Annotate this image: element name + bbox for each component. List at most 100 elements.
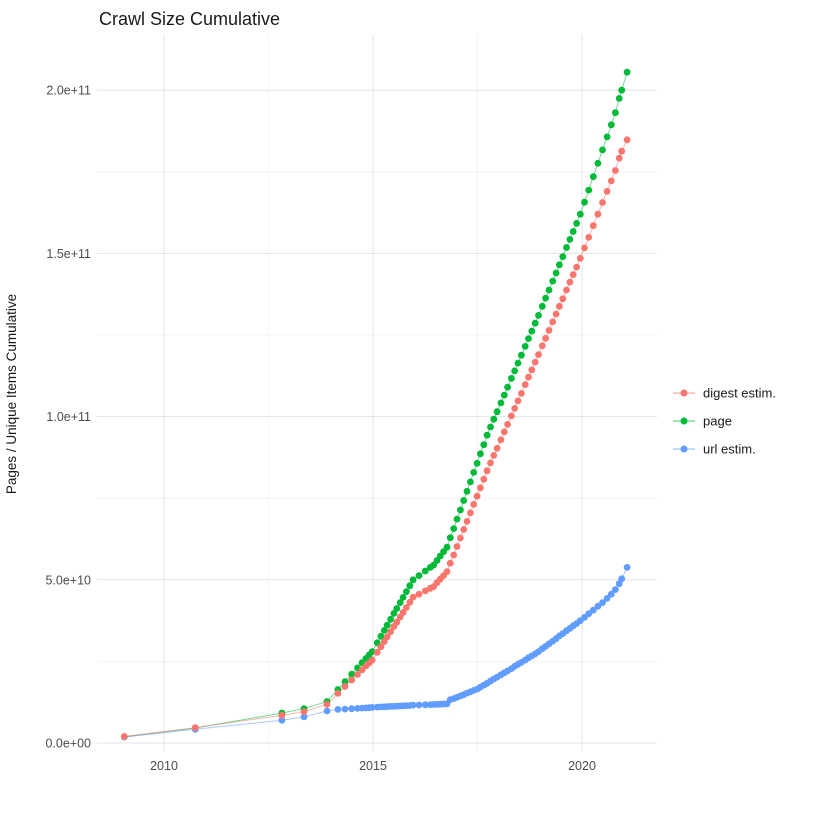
y-tick-label: 0.0e+00 (45, 737, 91, 751)
gridlines-major (97, 35, 657, 752)
data-point (323, 700, 331, 708)
data-point (563, 244, 570, 251)
data-point (446, 559, 454, 567)
data-point (487, 459, 494, 467)
data-point (377, 632, 385, 640)
data-point (300, 713, 308, 721)
data-point (473, 459, 481, 467)
x-axis-tick-labels: 2010 2015 2020 (150, 759, 596, 773)
data-point (399, 594, 407, 601)
data-point (508, 412, 515, 420)
data-point (528, 327, 536, 335)
data-point (518, 390, 525, 397)
data-point (594, 210, 602, 218)
data-point (473, 492, 481, 500)
series-points (120, 68, 631, 741)
y-tick-label: 1.5e+11 (46, 247, 91, 261)
data-point (396, 599, 404, 606)
data-point (406, 598, 414, 606)
chart-title: Crawl Size Cumulative (99, 9, 280, 29)
data-point (415, 590, 423, 598)
data-point (612, 586, 619, 593)
data-point (603, 133, 611, 141)
data-point (348, 676, 356, 684)
data-point (585, 186, 593, 194)
data-point (453, 515, 461, 523)
series-points-url-estim- (120, 564, 631, 741)
data-point (508, 375, 515, 382)
data-point (368, 656, 376, 664)
data-point (607, 177, 615, 185)
data-point (607, 121, 615, 129)
data-point (511, 367, 519, 375)
x-tick-label: 2010 (150, 759, 178, 773)
data-point (415, 572, 423, 579)
legend-item-url-estim-: url estim. (673, 442, 756, 457)
data-point (490, 415, 498, 423)
y-tick-label: 2.0e+11 (46, 84, 91, 98)
data-point (542, 334, 549, 342)
data-point (421, 567, 429, 575)
data-point (538, 302, 546, 310)
data-point (500, 391, 508, 399)
data-point (421, 587, 429, 595)
data-point (334, 690, 342, 697)
data-point (470, 469, 478, 476)
data-point (393, 618, 401, 626)
data-point (477, 450, 484, 458)
data-point (500, 428, 508, 436)
data-point (443, 568, 451, 575)
data-point (377, 643, 385, 651)
data-point (615, 154, 623, 162)
data-point (594, 602, 602, 610)
data-point (390, 610, 398, 617)
data-point (535, 351, 542, 358)
data-point (490, 452, 498, 459)
data-point (334, 706, 342, 713)
data-point (569, 271, 577, 278)
data-point (545, 327, 553, 334)
data-point (559, 253, 567, 261)
data-point (599, 599, 606, 606)
data-point (573, 263, 580, 271)
data-point (480, 475, 488, 483)
data-point (497, 436, 505, 444)
data-point (525, 335, 532, 342)
legend-key-point (680, 417, 688, 425)
data-point (504, 421, 511, 428)
data-point (521, 343, 529, 350)
data-point (278, 716, 286, 724)
x-tick-label: 2015 (359, 759, 387, 773)
data-point (387, 628, 394, 636)
data-point (581, 198, 588, 206)
data-point (446, 534, 454, 542)
data-point (368, 648, 376, 655)
data-point (542, 294, 549, 302)
data-point (556, 302, 563, 310)
data-point (623, 564, 631, 571)
data-point (525, 373, 532, 381)
data-point (457, 534, 464, 542)
data-point (409, 576, 417, 584)
data-point (409, 593, 417, 601)
data-point (531, 319, 539, 327)
data-point (457, 506, 464, 514)
data-point (612, 109, 619, 117)
data-point (348, 670, 356, 678)
x-tick-label: 2020 (568, 759, 596, 773)
legend-item-page: page (673, 414, 732, 429)
data-point (538, 342, 546, 350)
data-point (576, 254, 584, 262)
data-point (467, 478, 474, 486)
y-axis-tick-labels: 0.0e+00 5.0e+10 1.0e+11 1.5e+11 2.0e+11 (45, 84, 91, 751)
data-point (460, 497, 468, 504)
data-point (556, 261, 563, 269)
data-point (443, 543, 451, 551)
data-point (514, 359, 522, 367)
y-axis-title: Pages / Unique Items Cumulative (4, 294, 19, 494)
data-point (623, 68, 631, 76)
data-point (563, 286, 570, 294)
